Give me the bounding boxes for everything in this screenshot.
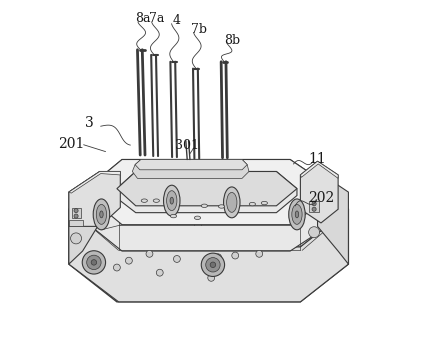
- Polygon shape: [82, 159, 338, 225]
- Polygon shape: [318, 172, 348, 264]
- Circle shape: [312, 207, 316, 211]
- Polygon shape: [69, 172, 348, 247]
- Circle shape: [146, 250, 153, 257]
- Ellipse shape: [87, 255, 101, 270]
- Polygon shape: [69, 220, 82, 226]
- Ellipse shape: [96, 204, 107, 224]
- Circle shape: [125, 257, 132, 264]
- Circle shape: [70, 233, 82, 244]
- Ellipse shape: [201, 253, 225, 276]
- Polygon shape: [117, 172, 297, 206]
- Polygon shape: [309, 201, 319, 212]
- Circle shape: [156, 269, 163, 276]
- Text: 201: 201: [58, 137, 85, 151]
- Ellipse shape: [93, 199, 110, 230]
- Circle shape: [309, 227, 319, 238]
- Text: 3: 3: [85, 117, 94, 130]
- Polygon shape: [82, 159, 338, 251]
- Polygon shape: [72, 208, 81, 218]
- Ellipse shape: [227, 192, 237, 212]
- Polygon shape: [135, 159, 247, 170]
- Text: 4: 4: [172, 14, 180, 27]
- Text: 8a: 8a: [135, 12, 150, 25]
- Text: 7a: 7a: [149, 12, 164, 25]
- Polygon shape: [69, 209, 348, 302]
- Ellipse shape: [201, 204, 207, 208]
- Ellipse shape: [100, 211, 103, 218]
- Ellipse shape: [141, 199, 148, 202]
- Ellipse shape: [194, 216, 201, 220]
- Ellipse shape: [218, 205, 225, 208]
- Circle shape: [312, 202, 316, 206]
- Polygon shape: [300, 161, 338, 178]
- Polygon shape: [113, 172, 297, 213]
- Ellipse shape: [210, 262, 216, 268]
- Polygon shape: [132, 159, 249, 178]
- Polygon shape: [69, 172, 348, 302]
- Circle shape: [174, 256, 180, 262]
- Ellipse shape: [295, 211, 299, 218]
- Circle shape: [74, 209, 78, 213]
- Polygon shape: [69, 172, 100, 264]
- Ellipse shape: [171, 214, 177, 218]
- Ellipse shape: [224, 187, 240, 218]
- Circle shape: [215, 254, 222, 261]
- Ellipse shape: [292, 204, 302, 224]
- Ellipse shape: [91, 260, 97, 265]
- Ellipse shape: [153, 199, 159, 202]
- Text: 11: 11: [309, 153, 326, 166]
- Ellipse shape: [167, 191, 177, 211]
- Polygon shape: [69, 172, 120, 193]
- Ellipse shape: [261, 201, 268, 205]
- Ellipse shape: [170, 197, 174, 204]
- Circle shape: [232, 252, 239, 259]
- Circle shape: [256, 250, 263, 257]
- Ellipse shape: [206, 258, 220, 272]
- Ellipse shape: [249, 202, 256, 206]
- Text: 8b: 8b: [224, 34, 240, 47]
- Text: 7b: 7b: [190, 23, 206, 36]
- Text: 202: 202: [308, 191, 334, 205]
- Circle shape: [113, 264, 120, 271]
- Circle shape: [74, 214, 78, 218]
- Ellipse shape: [289, 199, 305, 230]
- Polygon shape: [69, 172, 120, 226]
- Polygon shape: [300, 161, 338, 223]
- Ellipse shape: [82, 251, 105, 274]
- Ellipse shape: [163, 185, 180, 216]
- Circle shape: [208, 274, 215, 281]
- Text: 301: 301: [175, 139, 198, 152]
